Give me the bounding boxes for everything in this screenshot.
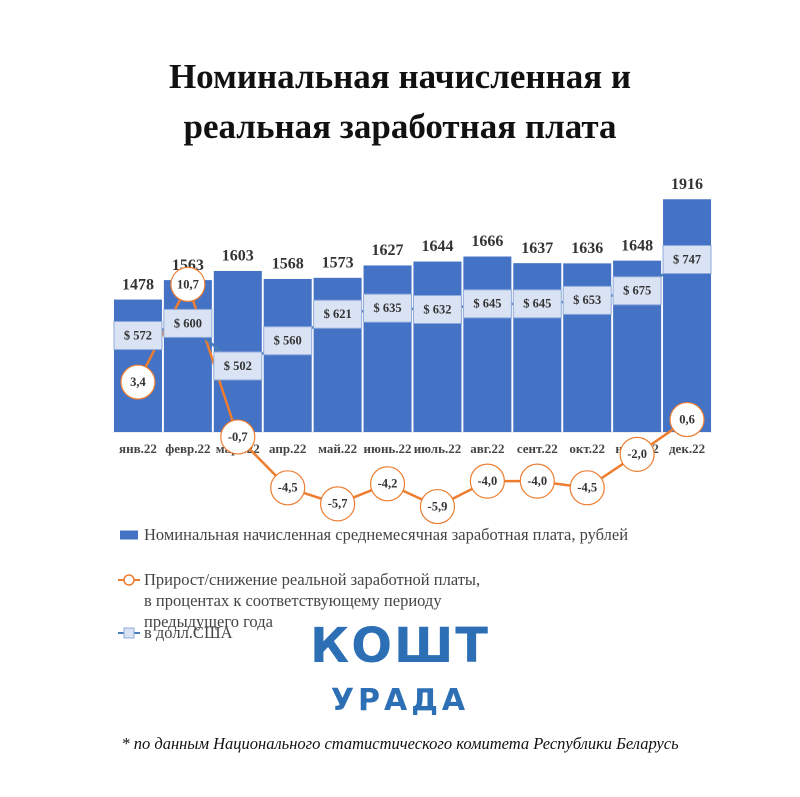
data-label: $ 502 bbox=[224, 359, 252, 373]
data-label: -5,9 bbox=[428, 499, 448, 513]
bar-label: 1648 bbox=[621, 237, 653, 254]
bar bbox=[513, 263, 562, 432]
data-label: $ 621 bbox=[324, 307, 352, 321]
bar-label: 1573 bbox=[322, 254, 354, 271]
data-label: $ 747 bbox=[673, 252, 701, 266]
point-marker bbox=[263, 326, 313, 356]
data-label: $ 560 bbox=[274, 334, 302, 348]
point-marker bbox=[512, 289, 562, 319]
x-tick-label: авг.22 bbox=[470, 441, 504, 456]
data-label: $ 653 bbox=[573, 293, 601, 307]
x-tick-label: июнь.22 bbox=[364, 441, 412, 456]
chart-title: Номинальная начисленная и реальная зараб… bbox=[168, 57, 632, 146]
bar bbox=[363, 265, 412, 432]
bar bbox=[413, 261, 462, 432]
x-tick-label: май.22 bbox=[318, 441, 357, 456]
point-marker bbox=[662, 245, 712, 275]
point-marker bbox=[220, 419, 256, 455]
x-tick-label: сент.22 bbox=[517, 441, 558, 456]
point-marker bbox=[462, 289, 512, 319]
data-label: 3,4 bbox=[130, 375, 146, 389]
point-marker bbox=[113, 321, 163, 351]
point-marker bbox=[619, 436, 655, 472]
data-label: -5,7 bbox=[328, 497, 348, 511]
x-tick-label: февр.22 bbox=[165, 441, 210, 456]
legend-marker bbox=[123, 627, 135, 639]
data-label: 10,7 bbox=[177, 277, 199, 291]
bar-label: 1666 bbox=[471, 233, 503, 250]
data-label: -0,7 bbox=[228, 430, 248, 444]
data-label: $ 635 bbox=[373, 301, 401, 315]
data-label: $ 645 bbox=[523, 297, 551, 311]
bar-label: 1644 bbox=[421, 238, 453, 255]
point-marker bbox=[313, 299, 363, 329]
bar-label: 1637 bbox=[521, 240, 553, 257]
point-marker bbox=[270, 470, 306, 506]
point-marker bbox=[163, 308, 213, 338]
legend-entry: Номинальная начисленная среднемесячная з… bbox=[144, 525, 629, 544]
legend-entry: Прирост/снижение реальной заработной пла… bbox=[144, 570, 481, 631]
point-marker bbox=[519, 463, 555, 499]
point-marker bbox=[120, 364, 156, 400]
data-label: -4,0 bbox=[477, 474, 497, 488]
data-label: -4,0 bbox=[527, 474, 547, 488]
point-marker bbox=[170, 266, 206, 302]
logo-text: УРАДА bbox=[330, 683, 470, 718]
data-label: -4,2 bbox=[378, 477, 398, 491]
point-marker bbox=[419, 488, 456, 525]
x-tick-label: апр.22 bbox=[269, 441, 306, 456]
point-marker bbox=[412, 294, 462, 324]
x-tick-label: дек.22 bbox=[669, 441, 705, 456]
x-tick-label: окт.22 bbox=[569, 441, 605, 456]
x-tick-label: янв.22 bbox=[119, 441, 157, 456]
bar-label: 1636 bbox=[571, 240, 603, 257]
point-marker bbox=[320, 486, 356, 522]
point-marker bbox=[369, 466, 406, 502]
x-tick-label: июль.22 bbox=[414, 441, 462, 456]
data-label: 0,6 bbox=[679, 412, 695, 426]
data-label: $ 572 bbox=[124, 328, 152, 342]
legend-marker bbox=[123, 574, 135, 586]
data-label: $ 645 bbox=[473, 297, 501, 311]
point-marker bbox=[213, 351, 263, 381]
data-label: -2,0 bbox=[627, 447, 647, 461]
data-label: $ 600 bbox=[174, 316, 202, 330]
bar-label: 1478 bbox=[122, 276, 154, 293]
logo-text: КОШТ bbox=[309, 618, 491, 674]
bar bbox=[163, 280, 212, 432]
point-marker bbox=[363, 293, 413, 323]
bar bbox=[263, 278, 312, 432]
data-label: $ 632 bbox=[423, 302, 451, 316]
point-marker bbox=[612, 276, 662, 306]
point-marker bbox=[469, 463, 505, 499]
point-marker bbox=[569, 470, 605, 506]
data-label: -4,5 bbox=[577, 481, 597, 495]
point-marker bbox=[669, 401, 705, 438]
bar-label: 1916 bbox=[671, 176, 703, 193]
data-label: -4,5 bbox=[278, 481, 298, 495]
bar-label: 1568 bbox=[272, 256, 304, 273]
data-label: $ 675 bbox=[623, 284, 651, 298]
footnote: * по данным Национального статистическог… bbox=[121, 734, 679, 753]
point-marker bbox=[562, 285, 612, 315]
bar bbox=[663, 199, 712, 432]
bar bbox=[463, 256, 512, 432]
legend-entry: в долл.США bbox=[144, 623, 233, 642]
bar-label: 1627 bbox=[372, 242, 404, 259]
bar-label: 1603 bbox=[222, 248, 254, 265]
